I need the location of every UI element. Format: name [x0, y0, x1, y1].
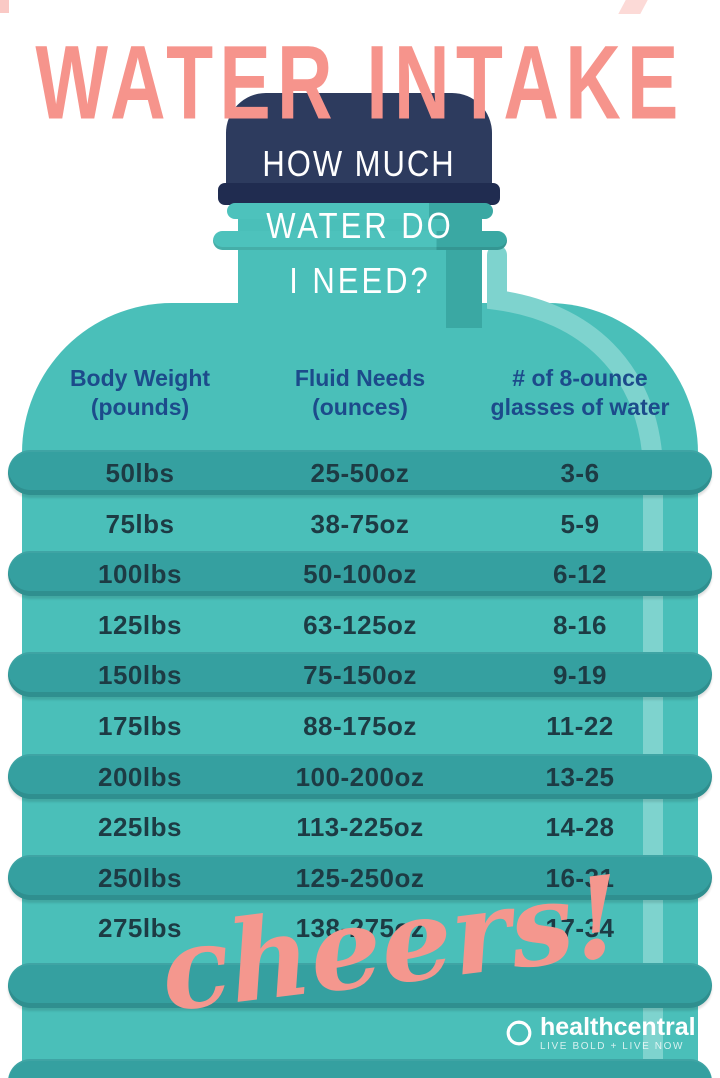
cell-weight: 100lbs [98, 559, 182, 589]
table-row: 50lbs 25-50oz 3-6 [30, 451, 690, 496]
ridge-band [8, 450, 712, 495]
bottle-neck-ring-bottom [213, 231, 507, 250]
bottle-neck-ring-top [227, 203, 493, 219]
cell-glasses: 3-6 [560, 458, 600, 488]
header-fluid-needs: Fluid Needs (ounces) [294, 365, 426, 420]
table-row: 175lbs 88-175oz 11-22 [30, 704, 690, 749]
bottle-cap: HOW MUCH [226, 93, 492, 191]
aperture-icon [506, 1020, 532, 1046]
cell-glasses: 16-31 [545, 863, 615, 893]
ridge-band [8, 1059, 712, 1078]
cell-fluid: 38-75oz [310, 509, 410, 539]
ridge-band [8, 855, 712, 900]
table-row: 250lbs 125-250oz 16-31 [30, 856, 690, 901]
ridge-band [8, 551, 712, 596]
ridge-band [8, 652, 712, 697]
healthcentral-logo: healthcentral LIVE BOLD + LIVE NOW [504, 1014, 696, 1052]
cell-fluid: 25-50oz [310, 458, 410, 488]
table-header: Body Weight (pounds) Fluid Needs (ounces… [30, 364, 690, 422]
cell-fluid: 75-150oz [303, 660, 417, 690]
table-row: 225lbs 113-225oz 14-28 [30, 805, 690, 850]
cell-weight: 150lbs [98, 660, 182, 690]
cell-glasses: 6-12 [552, 559, 608, 589]
page-title: WATER INTAKE [35, 23, 685, 142]
cell-glasses: 5-9 [560, 509, 600, 539]
bottle-cap-base [218, 183, 500, 205]
cell-weight: 175lbs [98, 711, 182, 741]
table-row: 75lbs 38-75oz 5-9 [30, 502, 690, 547]
brand-name: healthcentral [540, 1013, 696, 1041]
header-body-weight: Body Weight (pounds) [69, 365, 211, 420]
table-row: 100lbs 50-100oz 6-12 [30, 552, 690, 597]
cell-glasses: 17-34 [545, 913, 615, 943]
table-row: 150lbs 75-150oz 9-19 [30, 653, 690, 698]
header-glasses: # of 8-ounce glasses of water [490, 365, 670, 420]
cell-weight: 250lbs [98, 863, 182, 893]
cell-weight: 275lbs [98, 913, 182, 943]
table-row: 125lbs 63-125oz 8-16 [30, 603, 690, 648]
bottle-neck [238, 203, 482, 328]
cell-glasses: 13-25 [545, 762, 615, 792]
cell-weight: 50lbs [105, 458, 175, 488]
cap-question-line-3: I NEED? [289, 260, 431, 302]
cap-question-line-1: HOW MUCH [262, 143, 456, 185]
cell-fluid: 88-175oz [303, 711, 417, 741]
brand-tagline: LIVE BOLD + LIVE NOW [540, 1041, 684, 1052]
cell-glasses: 9-19 [552, 660, 608, 690]
cell-weight: 75lbs [105, 509, 175, 539]
cap-question-line-2: WATER DO [266, 205, 454, 247]
cell-weight: 200lbs [98, 762, 182, 792]
bottle-neck-shadow [446, 203, 482, 328]
cell-weight: 225lbs [98, 812, 182, 842]
cell-fluid: 138-275oz [295, 913, 425, 943]
ridge-band [8, 754, 712, 799]
cell-glasses: 11-22 [546, 711, 614, 741]
cell-fluid: 125-250oz [295, 863, 425, 893]
cell-fluid: 50-100oz [303, 559, 417, 589]
cell-glasses: 8-16 [552, 610, 608, 640]
cell-fluid: 63-125oz [303, 610, 417, 640]
table-row: 275lbs 138-275oz 17-34 [30, 906, 690, 951]
cell-weight: 125lbs [98, 610, 182, 640]
cell-fluid: 113-225oz [296, 812, 424, 842]
table-row: 200lbs 100-200oz 13-25 [30, 755, 690, 800]
cell-glasses: 14-28 [545, 812, 615, 842]
crop-artifact-left [0, 0, 9, 13]
cell-fluid: 100-200oz [295, 762, 425, 792]
ridge-band [8, 963, 712, 1008]
